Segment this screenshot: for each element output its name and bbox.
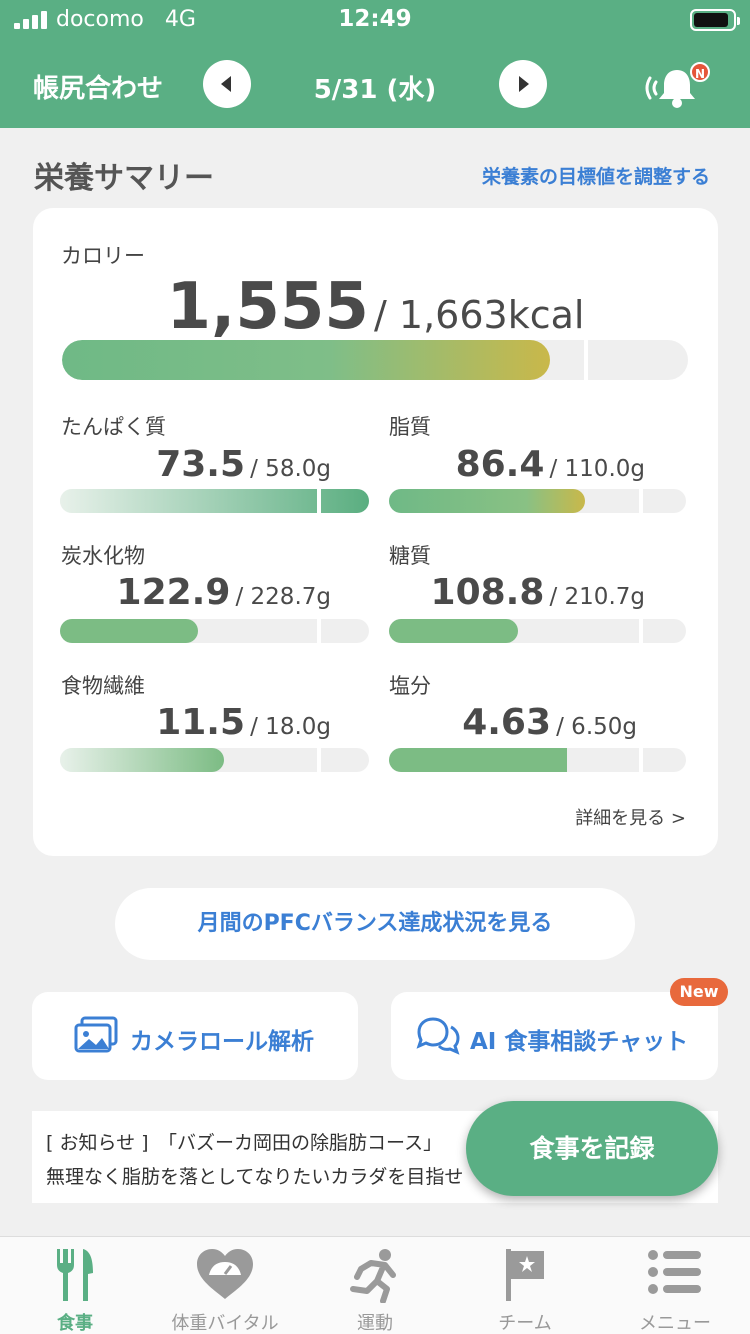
fat-reading: 86.4 / 110.0g <box>389 444 645 485</box>
calorie-value: 1,555 <box>166 270 369 344</box>
calorie-progress-bar <box>62 340 688 380</box>
bell-icon <box>645 70 695 108</box>
salt-label: 塩分 <box>389 674 431 698</box>
fat-progress-bar <box>389 489 686 513</box>
salt-reading: 4.63 / 6.50g <box>389 702 637 743</box>
camera-roll-analysis-button[interactable]: カメラロール解析 <box>32 992 358 1080</box>
sugar-value: 108.8 <box>430 572 545 613</box>
page-title: 帳尻合わせ <box>33 74 164 104</box>
protein-target: / 58.0g <box>250 456 331 482</box>
protein-value: 73.5 <box>156 444 246 485</box>
sugar-label: 糖質 <box>389 544 431 568</box>
fat-target: / 110.0g <box>549 456 645 482</box>
ai-chat-label: AI 食事相談チャット <box>470 1029 689 1055</box>
announcement-text: 無理なく脂肪を落としてなりたいカラダを目指せ <box>46 1166 464 1188</box>
fat-label: 脂質 <box>389 415 431 439</box>
bottom-tab-bar: 食事 体重バイタル 運動 チーム メニュー <box>0 1236 750 1334</box>
notification-button[interactable]: N <box>642 60 712 116</box>
network-label: 4G <box>164 7 196 32</box>
record-meal-button[interactable]: 食事を記録 <box>466 1101 718 1196</box>
sugar-reading: 108.8 / 210.7g <box>389 572 645 613</box>
battery-icon <box>690 9 740 31</box>
clock: 12:49 <box>338 6 412 32</box>
chevron-right-icon <box>519 76 529 92</box>
menu-icon <box>648 1250 701 1294</box>
protein-progress-bar <box>60 489 369 513</box>
sugar-progress-bar <box>389 619 686 643</box>
photo-gallery-icon <box>74 1016 118 1053</box>
salt-progress-bar <box>389 748 686 772</box>
carbs-label: 炭水化物 <box>61 544 145 568</box>
calorie-target: / 1,663kcal <box>374 293 585 337</box>
pfc-balance-button[interactable]: 月間のPFCバランス達成状況を見る <box>115 888 635 960</box>
camera-roll-label: カメラロール解析 <box>130 1029 314 1055</box>
status-bar: docomo 4G 12:49 <box>0 0 750 40</box>
fat-value: 86.4 <box>455 444 545 485</box>
tab-weight-vitals-label: 体重バイタル <box>171 1313 279 1334</box>
fiber-reading: 11.5 / 18.0g <box>61 702 331 743</box>
protein-label: たんぱく質 <box>61 415 166 439</box>
sugar-target: / 210.7g <box>549 584 645 610</box>
salt-value: 4.63 <box>462 702 552 743</box>
calorie-label: カロリー <box>61 244 145 268</box>
tab-menu-label: メニュー <box>639 1313 711 1334</box>
prev-date-button[interactable] <box>203 60 251 108</box>
calorie-reading: 1,555 / 1,663kcal <box>33 270 718 344</box>
flag-icon <box>506 1249 544 1301</box>
carbs-target: / 228.7g <box>235 584 331 610</box>
carrier-label: docomo 4G <box>56 7 196 32</box>
section-title: 栄養サマリー <box>34 161 214 196</box>
tab-team-label: チーム <box>498 1313 552 1334</box>
tab-team[interactable]: チーム <box>450 1237 600 1334</box>
chevron-left-icon <box>221 76 231 92</box>
fiber-label: 食物繊維 <box>61 674 145 698</box>
announcement-title: [ お知らせ ] 「バズーカ岡田の除脂肪コース」 <box>46 1132 443 1154</box>
tab-exercise[interactable]: 運動 <box>300 1237 450 1334</box>
carbs-progress-bar <box>60 619 369 643</box>
carbs-value: 122.9 <box>116 572 231 613</box>
tab-exercise-label: 運動 <box>357 1313 393 1334</box>
adjust-targets-link[interactable]: 栄養素の目標値を調整する <box>481 166 710 188</box>
current-date: 5/31 (水) <box>313 75 437 105</box>
fiber-target: / 18.0g <box>250 714 331 740</box>
running-icon <box>350 1249 396 1303</box>
notification-badge: N <box>690 62 710 82</box>
protein-reading: 73.5 / 58.0g <box>61 444 331 485</box>
ai-meal-chat-button[interactable]: AI 食事相談チャット <box>391 992 718 1080</box>
heart-scale-icon <box>197 1249 253 1299</box>
tab-menu[interactable]: メニュー <box>600 1237 750 1334</box>
tab-weight-vitals[interactable]: 体重バイタル <box>150 1237 300 1334</box>
nutrition-summary-card: カロリー 1,555 / 1,663kcal たんぱく質 73.5 / 58.0… <box>33 208 718 856</box>
next-date-button[interactable] <box>499 60 547 108</box>
view-details-link[interactable]: 詳細を見る > <box>575 808 686 829</box>
new-badge: New <box>670 978 728 1006</box>
fiber-progress-bar <box>60 748 369 772</box>
salt-target: / 6.50g <box>556 714 637 740</box>
chat-bubbles-icon <box>416 1017 460 1055</box>
tab-meals-label: 食事 <box>57 1313 93 1334</box>
fork-knife-icon <box>57 1249 93 1301</box>
tab-meals[interactable]: 食事 <box>0 1237 150 1334</box>
fiber-value: 11.5 <box>156 702 246 743</box>
carbs-reading: 122.9 / 228.7g <box>61 572 331 613</box>
header-bar: 帳尻合わせ 5/31 (水) N <box>0 40 750 128</box>
signal-icon <box>14 11 48 29</box>
